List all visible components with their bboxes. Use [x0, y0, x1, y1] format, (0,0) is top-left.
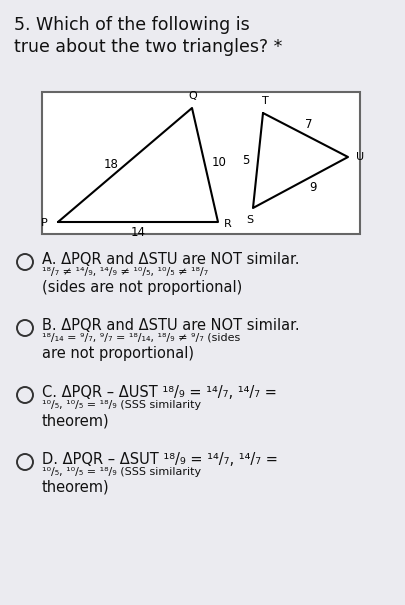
Text: 5: 5: [242, 154, 250, 167]
Text: (sides are not proportional): (sides are not proportional): [42, 280, 242, 295]
Text: S: S: [246, 215, 254, 225]
Text: theorem): theorem): [42, 480, 110, 495]
Text: C. ΔPQR – ΔUST ¹⁸/₉ = ¹⁴/₇, ¹⁴/₇ =: C. ΔPQR – ΔUST ¹⁸/₉ = ¹⁴/₇, ¹⁴/₇ =: [42, 385, 277, 400]
Text: 5. Which of the following is: 5. Which of the following is: [14, 16, 250, 34]
Text: theorem): theorem): [42, 413, 110, 428]
Text: ¹⁸/₁₄ = ⁹/₇, ⁹/₇ = ¹⁸/₁₄, ¹⁸/₉ ≠ ⁹/₇ (sides: ¹⁸/₁₄ = ⁹/₇, ⁹/₇ = ¹⁸/₁₄, ¹⁸/₉ ≠ ⁹/₇ (si…: [42, 333, 240, 343]
Text: 9: 9: [309, 181, 316, 194]
Text: Q: Q: [189, 91, 197, 101]
Text: 18: 18: [104, 159, 118, 171]
Text: U: U: [356, 152, 364, 162]
Text: R: R: [224, 219, 232, 229]
Text: ¹⁰/₅, ¹⁰/₅ = ¹⁸/₉ (SSS similarity: ¹⁰/₅, ¹⁰/₅ = ¹⁸/₉ (SSS similarity: [42, 400, 201, 410]
Text: P: P: [41, 218, 48, 228]
Text: T: T: [262, 96, 269, 106]
Text: ¹⁸/₇ ≠ ¹⁴/₉, ¹⁴/₉ ≠ ¹⁰/₅, ¹⁰/₅ ≠ ¹⁸/₇: ¹⁸/₇ ≠ ¹⁴/₉, ¹⁴/₉ ≠ ¹⁰/₅, ¹⁰/₅ ≠ ¹⁸/₇: [42, 267, 208, 277]
Text: 10: 10: [211, 157, 226, 169]
Text: A. ΔPQR and ΔSTU are NOT similar.: A. ΔPQR and ΔSTU are NOT similar.: [42, 252, 300, 267]
Text: 14: 14: [130, 226, 145, 240]
Text: B. ΔPQR and ΔSTU are NOT similar.: B. ΔPQR and ΔSTU are NOT similar.: [42, 318, 300, 333]
Text: are not proportional): are not proportional): [42, 346, 194, 361]
Text: 7: 7: [305, 119, 312, 131]
Text: ¹⁰/₅, ¹⁰/₅ = ¹⁸/₉ (SSS similarity: ¹⁰/₅, ¹⁰/₅ = ¹⁸/₉ (SSS similarity: [42, 467, 201, 477]
Bar: [42, 92, 360, 234]
Text: true about the two triangles? *: true about the two triangles? *: [14, 38, 282, 56]
Text: D. ΔPQR – ΔSUT ¹⁸/₉ = ¹⁴/₇, ¹⁴/₇ =: D. ΔPQR – ΔSUT ¹⁸/₉ = ¹⁴/₇, ¹⁴/₇ =: [42, 452, 278, 467]
